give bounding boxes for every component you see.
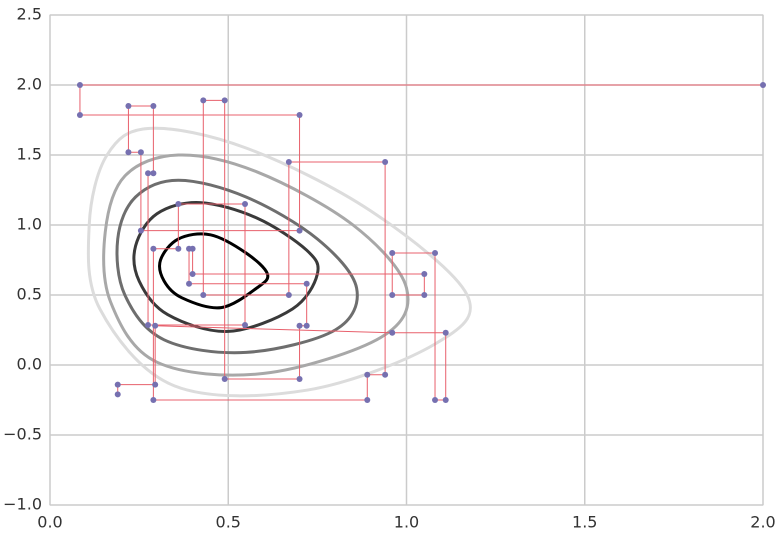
contour-line <box>102 153 410 377</box>
sample-point <box>150 170 157 177</box>
sample-point <box>189 245 196 252</box>
sample-point <box>145 321 152 328</box>
sample-point <box>200 292 207 298</box>
y-tick-label: 0.5 <box>17 285 42 304</box>
contour-line <box>115 178 359 355</box>
x-tick-label: 0.5 <box>216 513 241 532</box>
sample-point <box>76 82 83 88</box>
sample-point <box>442 397 449 403</box>
y-tick-label: 1.0 <box>17 215 42 234</box>
y-tick-label: −0.5 <box>3 425 42 444</box>
sample-point <box>137 227 144 234</box>
sample-point <box>114 381 121 388</box>
sample-point <box>442 329 449 336</box>
sample-point <box>125 103 132 109</box>
sample-point <box>189 271 196 277</box>
sample-point <box>760 82 766 88</box>
contour-line <box>158 232 270 310</box>
sample-point <box>150 245 157 252</box>
sample-point <box>150 103 157 109</box>
x-tick-label: 1.5 <box>572 513 597 532</box>
sample-point <box>221 376 228 382</box>
sample-point <box>296 322 303 329</box>
sample-point <box>175 245 182 252</box>
sample-point <box>242 201 249 207</box>
sample-point <box>150 397 157 403</box>
sample-point <box>389 250 396 256</box>
sample-point <box>382 159 389 165</box>
sample-point <box>296 111 303 118</box>
x-tick-label: 1.0 <box>394 513 419 532</box>
sample-point <box>421 271 428 277</box>
sample-point <box>285 292 292 298</box>
sample-point <box>389 292 396 298</box>
sample-point <box>421 292 428 298</box>
sample-point <box>285 159 292 165</box>
sample-point <box>432 397 439 403</box>
x-tick-label: 0.0 <box>37 513 62 532</box>
sample-point <box>364 371 371 378</box>
y-tick-label: 2.5 <box>17 5 42 24</box>
sample-point <box>200 97 207 104</box>
y-tick-label: −1.0 <box>3 495 42 514</box>
sample-point <box>296 227 303 234</box>
sample-point <box>432 250 439 256</box>
sample-point <box>175 201 182 207</box>
sample-point <box>221 97 228 104</box>
x-tick-label: 2.0 <box>750 513 775 532</box>
sample-point <box>137 149 144 156</box>
contour-line <box>86 126 472 398</box>
sample-point <box>242 321 249 328</box>
sample-point <box>303 322 310 329</box>
y-tick-label: 1.5 <box>17 145 42 164</box>
sample-point <box>364 397 371 403</box>
sample-point <box>145 170 152 177</box>
sample-path <box>79 84 763 401</box>
sample-point <box>389 329 396 336</box>
sample-point <box>296 376 303 382</box>
sample-point <box>382 371 389 378</box>
sample-point <box>152 322 159 329</box>
sample-point <box>76 111 83 118</box>
sample-point <box>186 280 193 287</box>
y-tick-label: 2.0 <box>17 75 42 94</box>
sample-point <box>152 381 159 388</box>
sample-point <box>114 391 121 398</box>
sample-point <box>303 280 310 287</box>
y-tick-label: 0.0 <box>17 355 42 374</box>
sample-point <box>125 149 132 156</box>
